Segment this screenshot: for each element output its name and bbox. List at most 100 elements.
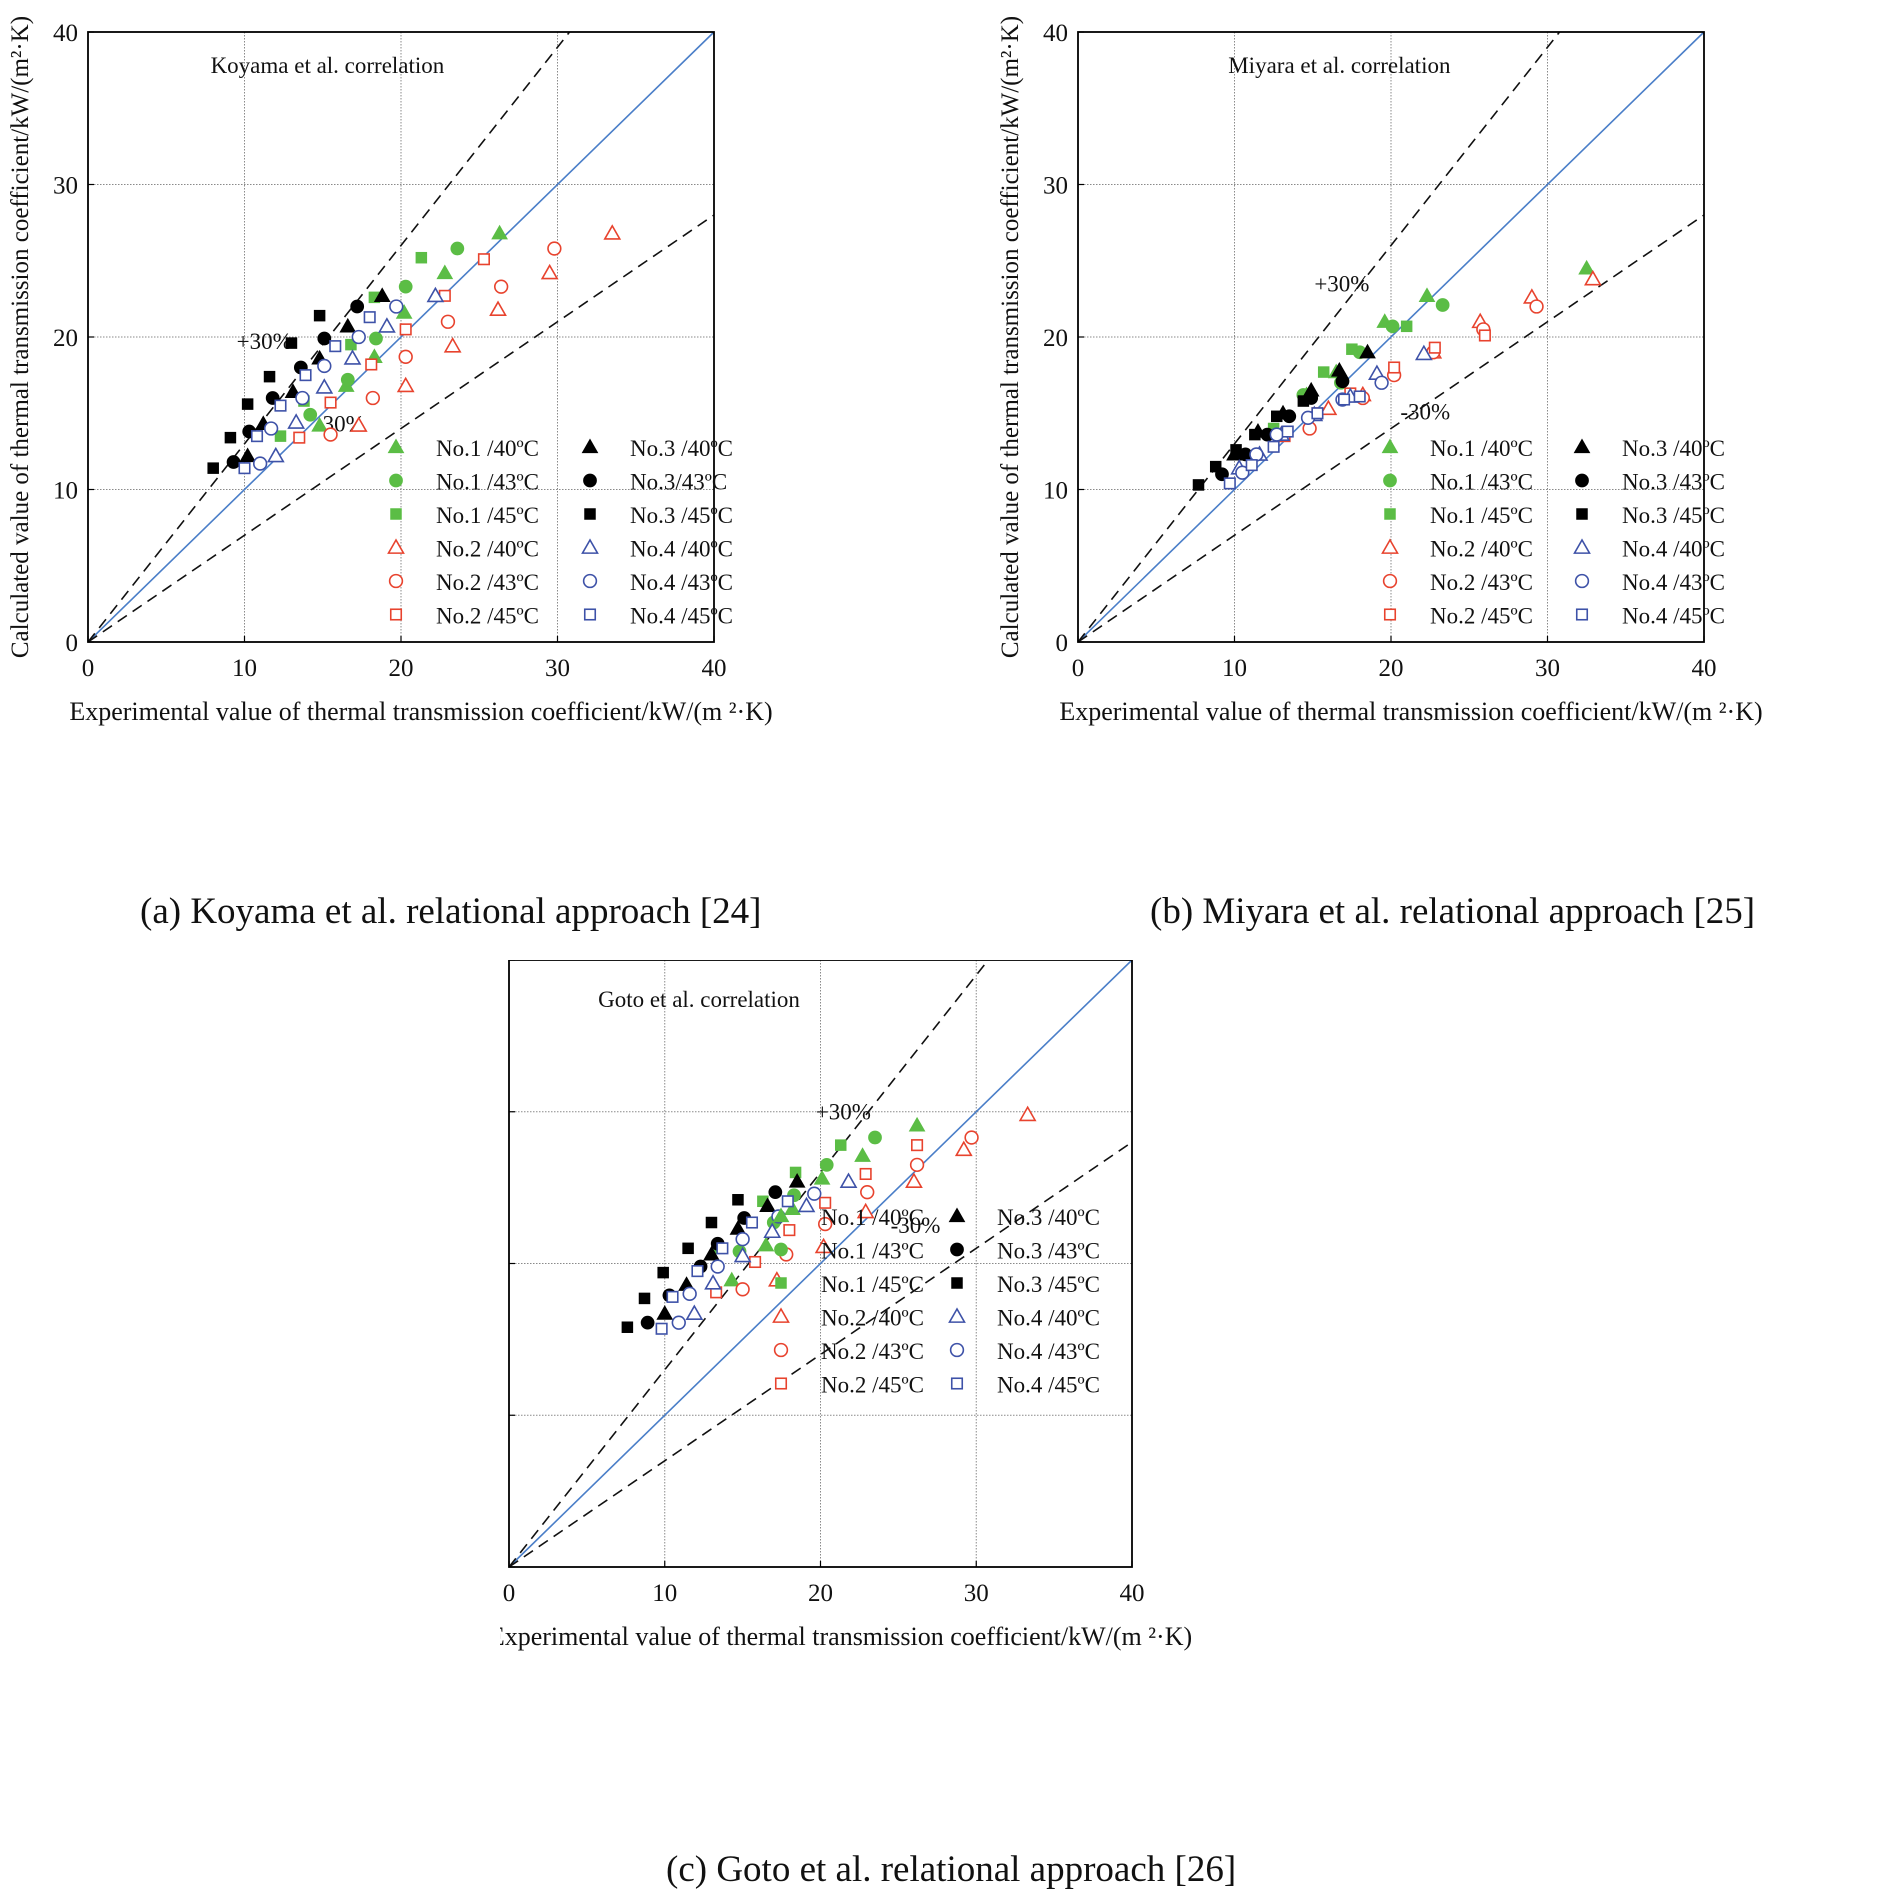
- legend-label: No.4 /43ºC: [1622, 570, 1725, 595]
- x-tick-label: 40: [1120, 1580, 1145, 1607]
- data-point: [351, 329, 366, 345]
- data-point: [299, 369, 312, 382]
- legend-label: No.4 /43ºC: [630, 570, 733, 595]
- data-point: [1584, 269, 1602, 286]
- y-tick-label: 30: [1043, 173, 1068, 200]
- parity-line: [1077, 31, 1705, 643]
- data-point: [732, 1194, 744, 1206]
- legend-marker: [774, 1377, 788, 1390]
- legend-label: No.4 /45ºC: [630, 604, 733, 629]
- x-tick-label: 20: [808, 1580, 833, 1607]
- data-point: [603, 224, 622, 240]
- data-point: [339, 317, 357, 333]
- data-point: [954, 1140, 973, 1157]
- x-tick-label: 30: [545, 655, 570, 682]
- y-tick-label: 0: [1056, 630, 1069, 657]
- data-point: [1223, 477, 1236, 490]
- data-point: [363, 311, 376, 324]
- legend-label: No.1 /43ºC: [1430, 470, 1533, 495]
- x-axis-label: Experimental value of thermal transmissi…: [500, 1622, 1192, 1651]
- legend-marker: [1383, 608, 1397, 621]
- data-point: [1359, 343, 1376, 359]
- data-point: [788, 1173, 806, 1188]
- data-point: [1335, 374, 1350, 389]
- legend-marker: [772, 1307, 790, 1323]
- data-point: [710, 1259, 725, 1274]
- data-point: [757, 1236, 775, 1252]
- y-tick-label: 40: [1043, 20, 1068, 47]
- data-point: [839, 1172, 858, 1188]
- legend-label: No.1 /40ºC: [821, 1205, 924, 1230]
- chart-title: Koyama et al. correlation: [211, 53, 445, 78]
- data-point: [303, 407, 318, 422]
- data-point: [238, 462, 251, 475]
- data-point: [378, 317, 396, 333]
- legend-marker: [1576, 508, 1588, 520]
- legend-marker: [1575, 473, 1589, 488]
- series-3: [349, 224, 622, 432]
- series-10: [252, 299, 404, 471]
- legend-marker: [774, 1242, 788, 1257]
- data-point: [763, 1222, 782, 1239]
- data-point: [491, 224, 508, 240]
- data-point: [489, 300, 507, 316]
- data-point: [350, 299, 365, 314]
- y-tick-label: 10: [1043, 478, 1068, 505]
- data-point: [274, 399, 287, 412]
- legend-marker: [950, 1377, 964, 1390]
- data-point: [343, 349, 362, 365]
- legend-marker: [1573, 438, 1591, 454]
- data-point: [691, 1265, 704, 1278]
- legend-marker: [1381, 438, 1399, 454]
- legend-label: No.3 /45ºC: [630, 503, 733, 528]
- caption-miyara: (b) Miyara et al. relational approach [2…: [1150, 891, 1756, 932]
- y-tick-label: 20: [1043, 325, 1068, 352]
- data-point: [783, 1224, 796, 1237]
- data-point: [311, 416, 328, 432]
- legend-marker: [1382, 573, 1398, 589]
- x-axis-label: Experimental value of thermal transmissi…: [69, 697, 772, 726]
- data-point: [1297, 395, 1310, 407]
- data-point: [704, 1274, 722, 1290]
- y-axis-label: Calculated value of thermal transmission…: [997, 16, 1024, 658]
- legend-label: No.2 /40ºC: [821, 1306, 924, 1331]
- data-point: [1385, 319, 1400, 334]
- legend-marker: [583, 473, 597, 488]
- data-point: [1249, 447, 1264, 462]
- x-tick-label: 30: [1535, 655, 1560, 682]
- data-point: [1249, 428, 1261, 441]
- legend-label: No.2 /45ºC: [436, 604, 539, 629]
- legend-label: No.2 /43ºC: [436, 570, 539, 595]
- legend-label: No.4 /43ºC: [997, 1339, 1100, 1364]
- parity-line: [508, 959, 1133, 1568]
- legend-marker: [1575, 608, 1589, 621]
- legend-label: No.4 /45ºC: [1622, 604, 1725, 629]
- data-point: [1478, 329, 1491, 342]
- legend-label: No.3 /40ºC: [630, 436, 733, 461]
- data-point: [274, 430, 287, 442]
- legend-label: No.4 /40ºC: [1622, 537, 1725, 562]
- data-point: [908, 1116, 926, 1132]
- data-point: [685, 1304, 704, 1321]
- series-11: [238, 311, 376, 475]
- legend-label: No.3 /40ºC: [997, 1205, 1100, 1230]
- data-point: [266, 446, 285, 463]
- data-point: [317, 358, 332, 374]
- data-point: [426, 286, 445, 303]
- data-point: [834, 1139, 847, 1151]
- data-point: [399, 323, 412, 336]
- x-tick-label: 0: [1072, 655, 1085, 682]
- legend-label: No.3 /43ºC: [997, 1239, 1100, 1264]
- legend-label: No.3/43ºC: [630, 470, 727, 495]
- data-point: [477, 253, 490, 266]
- data-point: [443, 337, 462, 353]
- data-point: [1428, 341, 1441, 354]
- y-tick-label: 40: [53, 20, 78, 47]
- series-0: [723, 1116, 926, 1287]
- legend-label: No.3 /40ºC: [1622, 436, 1725, 461]
- data-point: [854, 1147, 871, 1162]
- data-point: [1271, 410, 1283, 423]
- data-point: [365, 390, 381, 406]
- legend-label: No.2 /43ºC: [1430, 570, 1533, 595]
